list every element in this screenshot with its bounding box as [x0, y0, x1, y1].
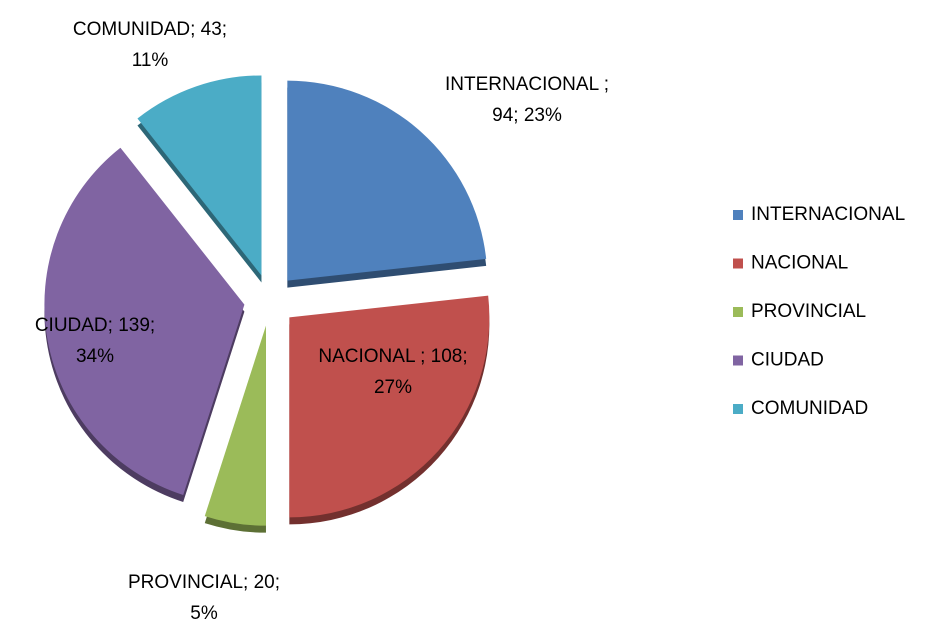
data-label: 34%: [76, 346, 114, 367]
data-label: 27%: [374, 377, 412, 398]
legend-swatch: [733, 404, 743, 414]
legend-swatch: [733, 210, 743, 220]
legend-swatch: [733, 258, 743, 269]
legend-label: COMUNIDAD: [751, 398, 868, 419]
data-label: 94; 23%: [492, 105, 562, 126]
data-label: INTERNACIONAL ;: [445, 74, 609, 95]
legend-label: PROVINCIAL: [751, 301, 866, 322]
slice: [289, 295, 490, 518]
data-label: COMUNIDAD; 43;: [73, 19, 227, 40]
legend-label: NACIONAL: [751, 253, 848, 274]
data-label: NACIONAL ; 108;: [318, 346, 467, 367]
legend-swatch: [733, 307, 743, 317]
slice: [137, 75, 262, 276]
slice: [204, 325, 266, 526]
slice: [44, 147, 245, 496]
legend-label: CIUDAD: [751, 350, 824, 371]
data-label: 5%: [190, 603, 218, 624]
data-label: PROVINCIAL; 20;: [128, 572, 280, 593]
legend-swatch: [733, 355, 743, 366]
data-label: CIUDAD; 139;: [35, 315, 155, 336]
slice: [287, 80, 487, 281]
data-label: 11%: [132, 50, 169, 71]
legend-label: INTERNACIONAL: [751, 204, 905, 225]
